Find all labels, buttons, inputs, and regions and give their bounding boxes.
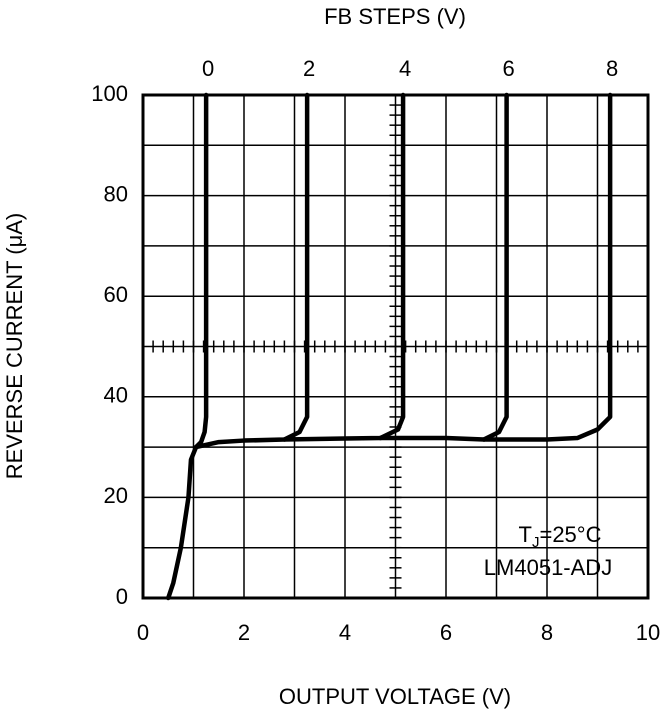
- x-tick-label: 6: [440, 620, 452, 645]
- y-tick-label: 20: [104, 483, 128, 508]
- y-tick-label: 80: [104, 181, 128, 206]
- series-label: 0: [202, 56, 214, 81]
- curve: [378, 92, 509, 442]
- plot-frame: [141, 93, 650, 600]
- x-tick-label: 10: [636, 620, 660, 645]
- y-tick-label: 40: [104, 383, 128, 408]
- y-axis-label: REVERSE CURRENT (μA): [2, 213, 27, 480]
- x-tick-label: 0: [137, 620, 149, 645]
- curve: [166, 92, 209, 601]
- series-label: 4: [399, 56, 411, 81]
- curve: [282, 92, 406, 442]
- series-label: 8: [606, 56, 618, 81]
- annotation-subscript: J: [532, 534, 540, 551]
- y-tick-label: 0: [116, 584, 128, 609]
- y-tick-label: 100: [91, 81, 128, 106]
- x-tick-label: 4: [339, 620, 351, 645]
- annotation-suffix: =25°C: [539, 522, 601, 547]
- chart-title: FB STEPS (V): [324, 4, 466, 29]
- annotation-text: T: [519, 522, 532, 547]
- series-label: 2: [303, 56, 315, 81]
- series-label: 6: [502, 56, 514, 81]
- curve: [481, 92, 613, 442]
- x-tick-label: 2: [238, 620, 250, 645]
- annotation: LM4051-ADJ: [484, 555, 612, 580]
- curve: [193, 92, 310, 450]
- x-axis-label: OUTPUT VOLTAGE (V): [279, 684, 511, 709]
- x-tick-label: 8: [541, 620, 553, 645]
- y-tick-label: 60: [104, 282, 128, 307]
- annotation: TJ=25°C: [519, 522, 602, 551]
